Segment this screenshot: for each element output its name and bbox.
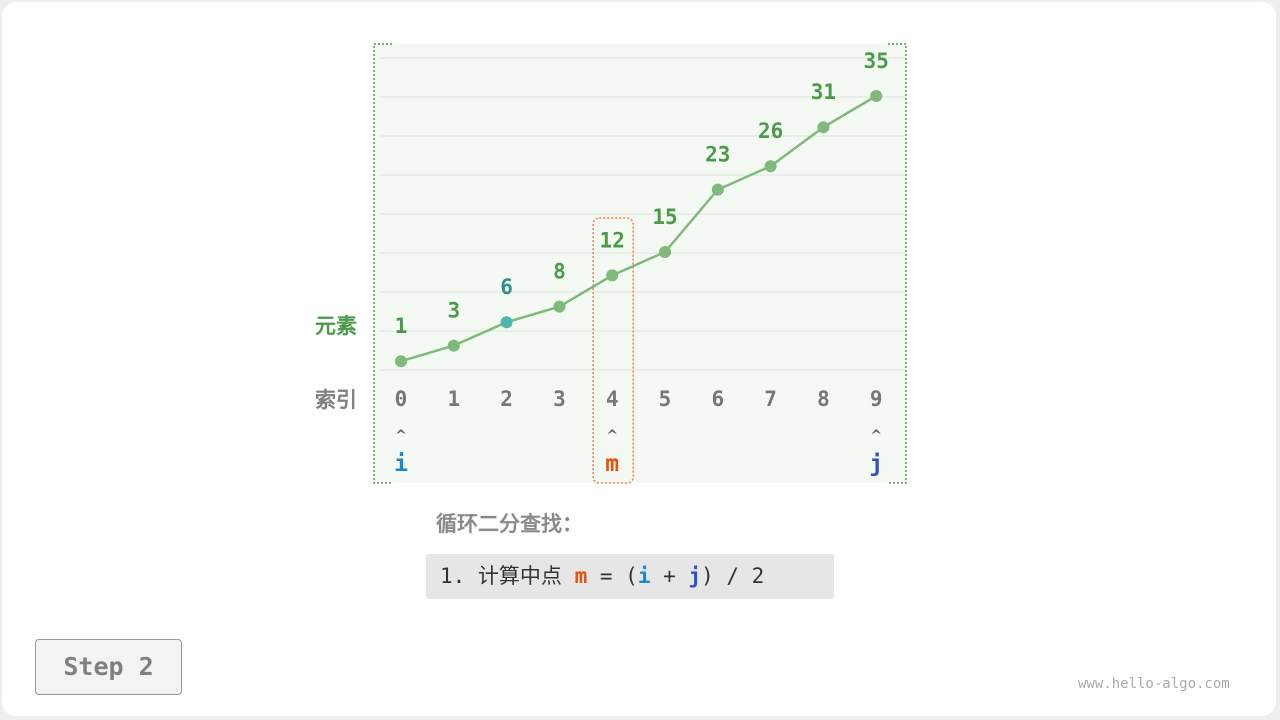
value-point xyxy=(553,300,566,313)
value-point xyxy=(870,90,883,102)
code-eq: = ( xyxy=(587,564,638,588)
value-point xyxy=(817,121,830,134)
value-label: 26 xyxy=(758,119,783,143)
step-button[interactable]: Step 2 xyxy=(35,639,182,695)
index-label: 0 xyxy=(395,387,408,411)
value-label: 15 xyxy=(652,205,677,229)
search-range-right-bracket xyxy=(888,43,907,484)
pointer-j: j xyxy=(869,451,883,477)
index-label: 6 xyxy=(711,387,724,411)
search-range-left-bracket xyxy=(373,43,392,484)
row-label-indices: 索引 xyxy=(315,388,357,412)
index-label: 2 xyxy=(500,387,513,411)
row-label-elements: 元素 xyxy=(315,314,357,338)
code-plus: + xyxy=(650,564,689,588)
value-line xyxy=(400,94,877,363)
value-label: 23 xyxy=(705,143,730,167)
code-j: j xyxy=(688,564,702,588)
value-point xyxy=(764,160,777,173)
value-point xyxy=(447,339,460,352)
index-label: 7 xyxy=(764,387,777,411)
value-point xyxy=(659,246,671,258)
value-label: 8 xyxy=(553,260,566,284)
value-label: 35 xyxy=(864,49,889,73)
index-label: 5 xyxy=(659,387,672,411)
code-step: 1. 计算中点 m = (i + j) / 2 xyxy=(426,554,834,599)
value-point xyxy=(395,355,407,368)
value-label: 3 xyxy=(447,299,460,323)
pointer-arrow-icon: ^ xyxy=(870,428,882,444)
index-label: 3 xyxy=(553,387,566,411)
value-label: 1 xyxy=(395,314,408,338)
mid-highlight-box xyxy=(592,217,634,484)
watermark: www.hello-algo.com xyxy=(1078,676,1230,692)
value-label: 12 xyxy=(600,228,625,252)
index-label: 1 xyxy=(447,387,460,411)
code-suffix: ) / 2 xyxy=(701,564,765,588)
pointer-m: m xyxy=(605,451,619,477)
value-label: 6 xyxy=(500,275,513,299)
pointer-arrow-icon: ^ xyxy=(395,428,407,444)
index-label: 8 xyxy=(817,387,830,411)
section-title: 循环二分查找： xyxy=(436,512,583,536)
value-point xyxy=(500,316,513,329)
code-i: i xyxy=(637,564,651,588)
index-label: 4 xyxy=(606,387,619,411)
pointer-i: i xyxy=(394,451,408,477)
value-point xyxy=(606,269,619,282)
index-label: 9 xyxy=(870,387,883,411)
code-m: m xyxy=(574,564,588,588)
pointer-arrow-icon: ^ xyxy=(606,428,618,444)
value-point xyxy=(711,183,724,196)
code-prefix: 1. 计算中点 xyxy=(440,564,575,588)
value-label: 31 xyxy=(811,80,836,104)
